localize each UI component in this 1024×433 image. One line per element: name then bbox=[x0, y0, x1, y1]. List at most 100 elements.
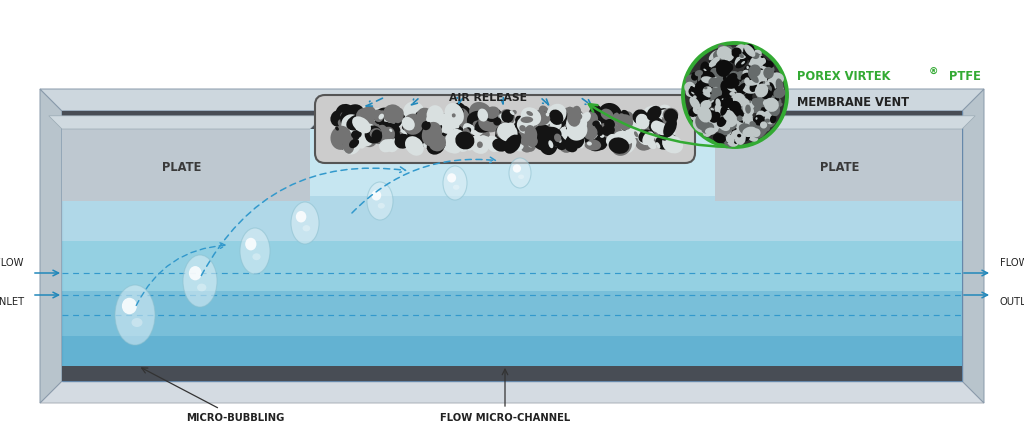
Ellipse shape bbox=[538, 143, 544, 149]
Ellipse shape bbox=[356, 115, 364, 129]
Ellipse shape bbox=[349, 139, 358, 148]
Ellipse shape bbox=[344, 111, 353, 119]
Ellipse shape bbox=[762, 119, 769, 126]
Ellipse shape bbox=[660, 118, 675, 129]
Ellipse shape bbox=[724, 119, 727, 121]
Ellipse shape bbox=[686, 74, 697, 86]
Ellipse shape bbox=[727, 52, 729, 54]
Ellipse shape bbox=[764, 85, 772, 93]
Ellipse shape bbox=[737, 49, 746, 60]
Text: PLATE: PLATE bbox=[163, 162, 202, 174]
Ellipse shape bbox=[557, 129, 578, 152]
Ellipse shape bbox=[369, 113, 386, 130]
Ellipse shape bbox=[745, 104, 751, 113]
Ellipse shape bbox=[764, 98, 779, 112]
Ellipse shape bbox=[743, 100, 750, 107]
Ellipse shape bbox=[745, 52, 756, 61]
Ellipse shape bbox=[620, 132, 627, 139]
Ellipse shape bbox=[455, 119, 459, 121]
Ellipse shape bbox=[738, 84, 744, 90]
Ellipse shape bbox=[723, 116, 735, 130]
Ellipse shape bbox=[439, 127, 452, 136]
Ellipse shape bbox=[685, 85, 698, 97]
Ellipse shape bbox=[583, 119, 598, 131]
Ellipse shape bbox=[561, 123, 582, 149]
Ellipse shape bbox=[521, 133, 537, 152]
Ellipse shape bbox=[663, 108, 678, 121]
Ellipse shape bbox=[528, 142, 534, 147]
Ellipse shape bbox=[467, 111, 493, 131]
Ellipse shape bbox=[710, 65, 723, 75]
Ellipse shape bbox=[695, 78, 699, 83]
Ellipse shape bbox=[428, 119, 446, 135]
Ellipse shape bbox=[590, 143, 593, 147]
Ellipse shape bbox=[532, 133, 554, 148]
Ellipse shape bbox=[613, 131, 634, 145]
Ellipse shape bbox=[549, 110, 563, 125]
Ellipse shape bbox=[726, 135, 734, 144]
Ellipse shape bbox=[724, 116, 727, 118]
Ellipse shape bbox=[742, 52, 745, 55]
Ellipse shape bbox=[732, 78, 740, 86]
Ellipse shape bbox=[762, 92, 771, 103]
Ellipse shape bbox=[377, 138, 383, 144]
Ellipse shape bbox=[749, 100, 762, 113]
Ellipse shape bbox=[737, 134, 743, 139]
Ellipse shape bbox=[605, 117, 610, 124]
Ellipse shape bbox=[705, 130, 712, 137]
Ellipse shape bbox=[666, 135, 677, 145]
Ellipse shape bbox=[601, 125, 614, 136]
Ellipse shape bbox=[734, 54, 745, 66]
Ellipse shape bbox=[739, 54, 743, 58]
Ellipse shape bbox=[746, 130, 759, 142]
Ellipse shape bbox=[589, 126, 601, 138]
Ellipse shape bbox=[546, 133, 562, 147]
Ellipse shape bbox=[729, 62, 732, 67]
Ellipse shape bbox=[596, 136, 607, 150]
Ellipse shape bbox=[752, 123, 756, 129]
Ellipse shape bbox=[756, 77, 766, 85]
Ellipse shape bbox=[744, 103, 748, 110]
Ellipse shape bbox=[741, 79, 749, 85]
Ellipse shape bbox=[656, 113, 664, 117]
Ellipse shape bbox=[585, 139, 601, 151]
Ellipse shape bbox=[703, 63, 713, 72]
Ellipse shape bbox=[369, 108, 383, 120]
Ellipse shape bbox=[340, 127, 361, 155]
Ellipse shape bbox=[753, 120, 768, 138]
Ellipse shape bbox=[423, 115, 432, 123]
Ellipse shape bbox=[718, 128, 723, 133]
Ellipse shape bbox=[700, 82, 716, 95]
Ellipse shape bbox=[731, 130, 739, 140]
Ellipse shape bbox=[713, 49, 726, 62]
Ellipse shape bbox=[735, 58, 748, 68]
Ellipse shape bbox=[712, 62, 724, 75]
Ellipse shape bbox=[340, 112, 346, 118]
Ellipse shape bbox=[736, 116, 752, 129]
Ellipse shape bbox=[379, 113, 384, 120]
Ellipse shape bbox=[740, 89, 753, 99]
Ellipse shape bbox=[394, 120, 401, 126]
Ellipse shape bbox=[399, 117, 406, 126]
Ellipse shape bbox=[642, 131, 654, 145]
Ellipse shape bbox=[754, 52, 758, 56]
Ellipse shape bbox=[702, 63, 712, 72]
Ellipse shape bbox=[715, 105, 720, 110]
Ellipse shape bbox=[757, 54, 761, 58]
Ellipse shape bbox=[478, 112, 498, 131]
Ellipse shape bbox=[755, 84, 768, 97]
Ellipse shape bbox=[750, 56, 765, 68]
Ellipse shape bbox=[538, 123, 544, 131]
Ellipse shape bbox=[443, 166, 467, 200]
Ellipse shape bbox=[731, 48, 741, 57]
Ellipse shape bbox=[737, 116, 739, 118]
Ellipse shape bbox=[764, 93, 775, 107]
Ellipse shape bbox=[707, 86, 714, 93]
Ellipse shape bbox=[775, 78, 783, 93]
Ellipse shape bbox=[725, 78, 734, 91]
Ellipse shape bbox=[493, 139, 508, 152]
Ellipse shape bbox=[564, 128, 571, 135]
Ellipse shape bbox=[505, 114, 515, 125]
Ellipse shape bbox=[753, 121, 756, 126]
Ellipse shape bbox=[387, 130, 408, 145]
